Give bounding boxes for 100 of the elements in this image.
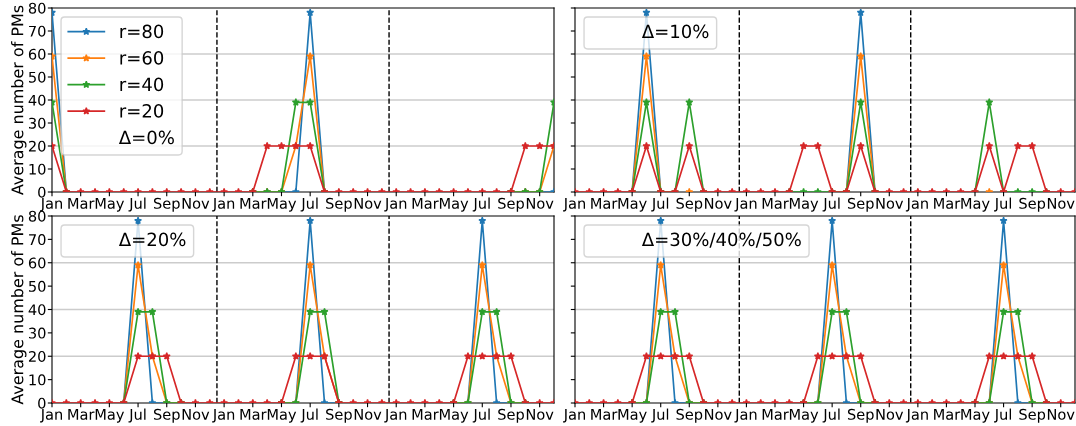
x-tick-label: Jan [734,198,757,212]
x-tick-label: Mar [934,409,961,420]
x-tick-label: Sep [153,197,180,212]
x-tick-label: Mar [68,198,95,209]
y-tick-label: 0 [38,397,46,409]
x-tick-label: Jul [651,408,669,423]
x-tick-label: May [789,409,819,423]
legend-title: Δ=30%/40%/50% [641,232,801,248]
y-tick-label: 60 [28,257,46,269]
x-tick-label: May [267,198,297,212]
legend-title: Δ=0% [118,130,174,145]
x-tick-label: May [618,409,647,423]
x-tick-label: Jul [994,408,1011,423]
x-tick-label: Mar [412,409,439,420]
y-tick-label: 40 [28,304,46,316]
y-tick-label: 60 [28,48,46,60]
legend-label: r=60 [120,51,164,65]
x-tick-label: Jan [212,409,235,423]
legend-title: Δ=20% [118,232,186,247]
x-tick-label: Sep [676,408,703,423]
x-tick-label: Nov [526,409,554,420]
y-tick-label: 40 [28,94,46,106]
x-tick-label: Jul [822,197,840,212]
x-tick-label: May [961,198,990,212]
y-tick-label: 70 [29,25,46,37]
x-tick-label: Nov [354,198,382,209]
x-tick-label: Nov [705,198,732,209]
x-tick-label: Jan [563,198,585,212]
x-tick-label: Nov [182,409,210,420]
x-tick-label: May [961,409,990,423]
x-tick-label: May [267,409,297,423]
x-tick-label: Jan [212,198,235,212]
x-tick-label: Mar [68,409,95,420]
x-tick-label: Sep [153,408,180,423]
x-tick-label: May [618,198,647,212]
x-tick-label: May [789,198,819,212]
x-tick-label: Sep [847,408,874,423]
x-tick-label: Sep [326,197,352,212]
x-tick-label: Mar [762,409,789,420]
x-tick-label: Mar [934,198,961,209]
x-tick-label: Sep [1019,408,1046,423]
x-tick-label: Nov [876,198,904,209]
x-tick-label: Nov [526,198,554,209]
y-tick-label: 10 [29,163,46,175]
x-tick-label: Jul [822,408,840,423]
x-tick-label: May [95,198,125,212]
x-tick-label: Jul [300,197,318,212]
x-tick-label: Sep [326,408,352,423]
x-tick-label: Sep [847,197,874,212]
x-tick-label: Jan [384,409,407,423]
x-tick-label: Mar [240,198,267,209]
x-tick-label: Nov [876,409,904,420]
y-tick-label: 70 [29,234,46,246]
legend-label: r=20 [120,104,164,118]
legend-title: Δ=10% [641,24,709,39]
x-tick-label: Jul [472,408,490,423]
x-tick-label: Mar [591,198,618,209]
x-tick-label: Nov [1047,198,1075,209]
x-tick-label: Nov [182,198,210,209]
x-tick-label: Sep [676,197,703,212]
x-tick-label: May [439,409,469,423]
y-tick-label: 20 [28,140,46,152]
x-tick-label: May [439,198,469,212]
x-tick-label: Jan [905,198,928,212]
x-tick-label: Mar [762,198,789,209]
x-tick-label: Jan [563,409,585,423]
x-tick-label: Jan [384,198,407,212]
y-axis-title: Average number of PMs [11,5,27,196]
x-tick-label: Nov [1047,409,1075,420]
x-tick-label: Mar [240,409,267,420]
y-tick-label: 80 [28,210,46,222]
x-tick-label: May [95,409,125,423]
y-tick-label: 20 [28,350,46,362]
x-tick-label: Nov [705,409,732,420]
x-tick-label: Jul [651,197,669,212]
x-tick-label: Sep [1019,197,1046,212]
x-tick-label: Jan [734,409,757,423]
y-tick-label: 80 [28,2,46,14]
x-tick-label: Sep [498,408,524,423]
legend-label: r=40 [120,77,164,92]
y-tick-label: 50 [29,280,46,292]
y-tick-label: 50 [29,71,46,83]
y-tick-label: 0 [38,186,46,198]
y-tick-label: 30 [29,327,46,339]
x-tick-label: Jan [40,409,62,423]
legend-label: r=80 [120,24,164,39]
y-axis-title: Average number of PMs [11,215,27,405]
x-tick-label: Jul [128,408,146,423]
x-tick-label: Jan [40,198,62,212]
x-tick-label: Jul [300,408,318,423]
x-tick-label: Mar [591,409,618,420]
x-tick-label: Jul [994,197,1011,212]
x-tick-label: Jan [905,409,928,423]
x-tick-label: Jul [472,197,490,212]
x-tick-label: Mar [412,198,439,209]
x-tick-label: Nov [354,409,382,420]
x-tick-label: Jul [128,197,146,212]
y-tick-label: 10 [29,374,46,386]
y-tick-label: 30 [29,117,46,129]
x-tick-label: Sep [498,197,524,212]
